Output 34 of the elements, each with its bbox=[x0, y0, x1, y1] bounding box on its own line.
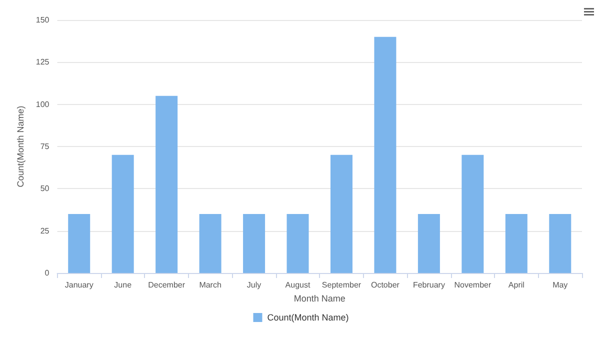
x-tick-label: January bbox=[64, 280, 94, 290]
bar bbox=[505, 214, 528, 273]
x-tick-label: September bbox=[322, 280, 362, 290]
bar bbox=[549, 214, 572, 273]
y-tick-label: 0 bbox=[44, 268, 50, 278]
x-axis-title: Month Name bbox=[294, 293, 346, 304]
y-tick-label: 75 bbox=[40, 142, 50, 151]
bar bbox=[68, 214, 90, 273]
x-tick-label: April bbox=[508, 280, 525, 290]
bar bbox=[112, 154, 134, 273]
bar bbox=[286, 214, 309, 273]
bar bbox=[418, 214, 440, 273]
x-tick-label: October bbox=[370, 280, 400, 290]
y-tick-label: 125 bbox=[36, 58, 50, 67]
bar bbox=[199, 214, 222, 273]
x-tick-label: November bbox=[454, 280, 492, 290]
y-tick-label: 150 bbox=[36, 16, 50, 24]
x-tick-label: August bbox=[285, 280, 311, 290]
bar bbox=[462, 154, 484, 273]
x-tick-label: July bbox=[246, 280, 262, 290]
x-tick-label: June bbox=[114, 280, 132, 290]
bar bbox=[374, 36, 396, 273]
y-axis-title: Count(Month Name) bbox=[16, 106, 26, 188]
y-tick-label: 100 bbox=[36, 100, 50, 109]
x-tick-label: December bbox=[148, 280, 186, 290]
x-tick-label: March bbox=[199, 280, 222, 290]
x-tick-label: May bbox=[552, 280, 568, 290]
y-tick-label: 50 bbox=[40, 184, 50, 194]
legend-label: Count(Month Name) bbox=[267, 312, 349, 322]
y-tick-label: 25 bbox=[40, 226, 50, 236]
bar bbox=[243, 214, 266, 273]
bar bbox=[330, 154, 352, 273]
x-tick-label: February bbox=[412, 280, 445, 290]
bar bbox=[156, 96, 178, 273]
